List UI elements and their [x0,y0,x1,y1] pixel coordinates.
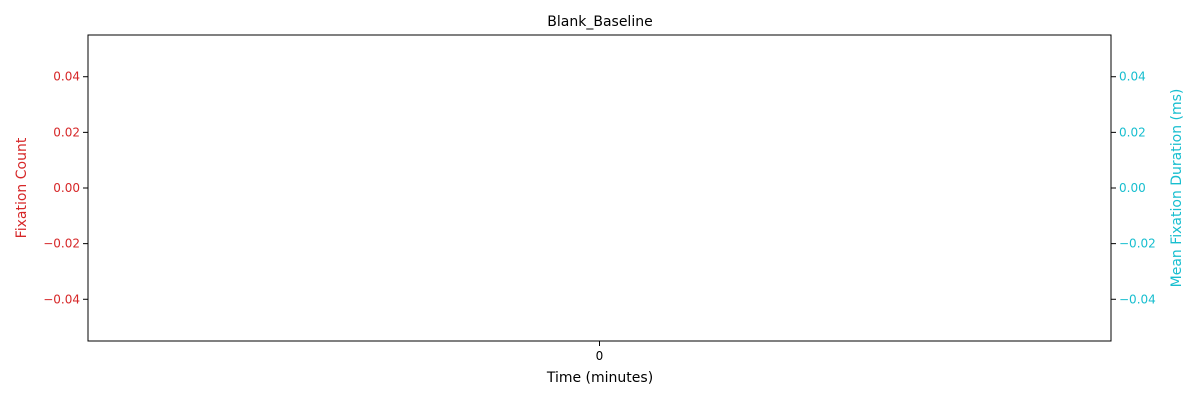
right-y-axis: 0.04 0.02 0.00 −0.02 −0.04 [1111,70,1156,306]
left-y-tick-label: 0.04 [53,70,80,84]
chart-title: Blank_Baseline [547,14,652,30]
right-y-tick-label: 0.04 [1119,70,1146,84]
right-y-tick-label: 0.02 [1119,125,1146,139]
left-y-tick-label: 0.02 [53,125,80,139]
right-y-tick-label: 0.00 [1119,181,1146,195]
right-y-tick-label: −0.02 [1119,237,1156,251]
left-y-axis: 0.04 0.02 0.00 −0.02 −0.04 [43,70,88,306]
x-axis-label: Time (minutes) [546,370,653,386]
left-y-tick-label: −0.04 [43,292,80,306]
x-tick-label: 0 [596,349,604,363]
left-y-axis-label: Fixation Count [14,137,30,238]
left-y-tick-label: −0.02 [43,237,80,251]
right-y-axis-label: Mean Fixation Duration (ms) [1169,89,1185,288]
x-axis: 0 [596,341,604,363]
left-y-tick-label: 0.00 [53,181,80,195]
plot-area-frame [87,34,1112,342]
right-y-tick-label: −0.04 [1119,292,1156,306]
